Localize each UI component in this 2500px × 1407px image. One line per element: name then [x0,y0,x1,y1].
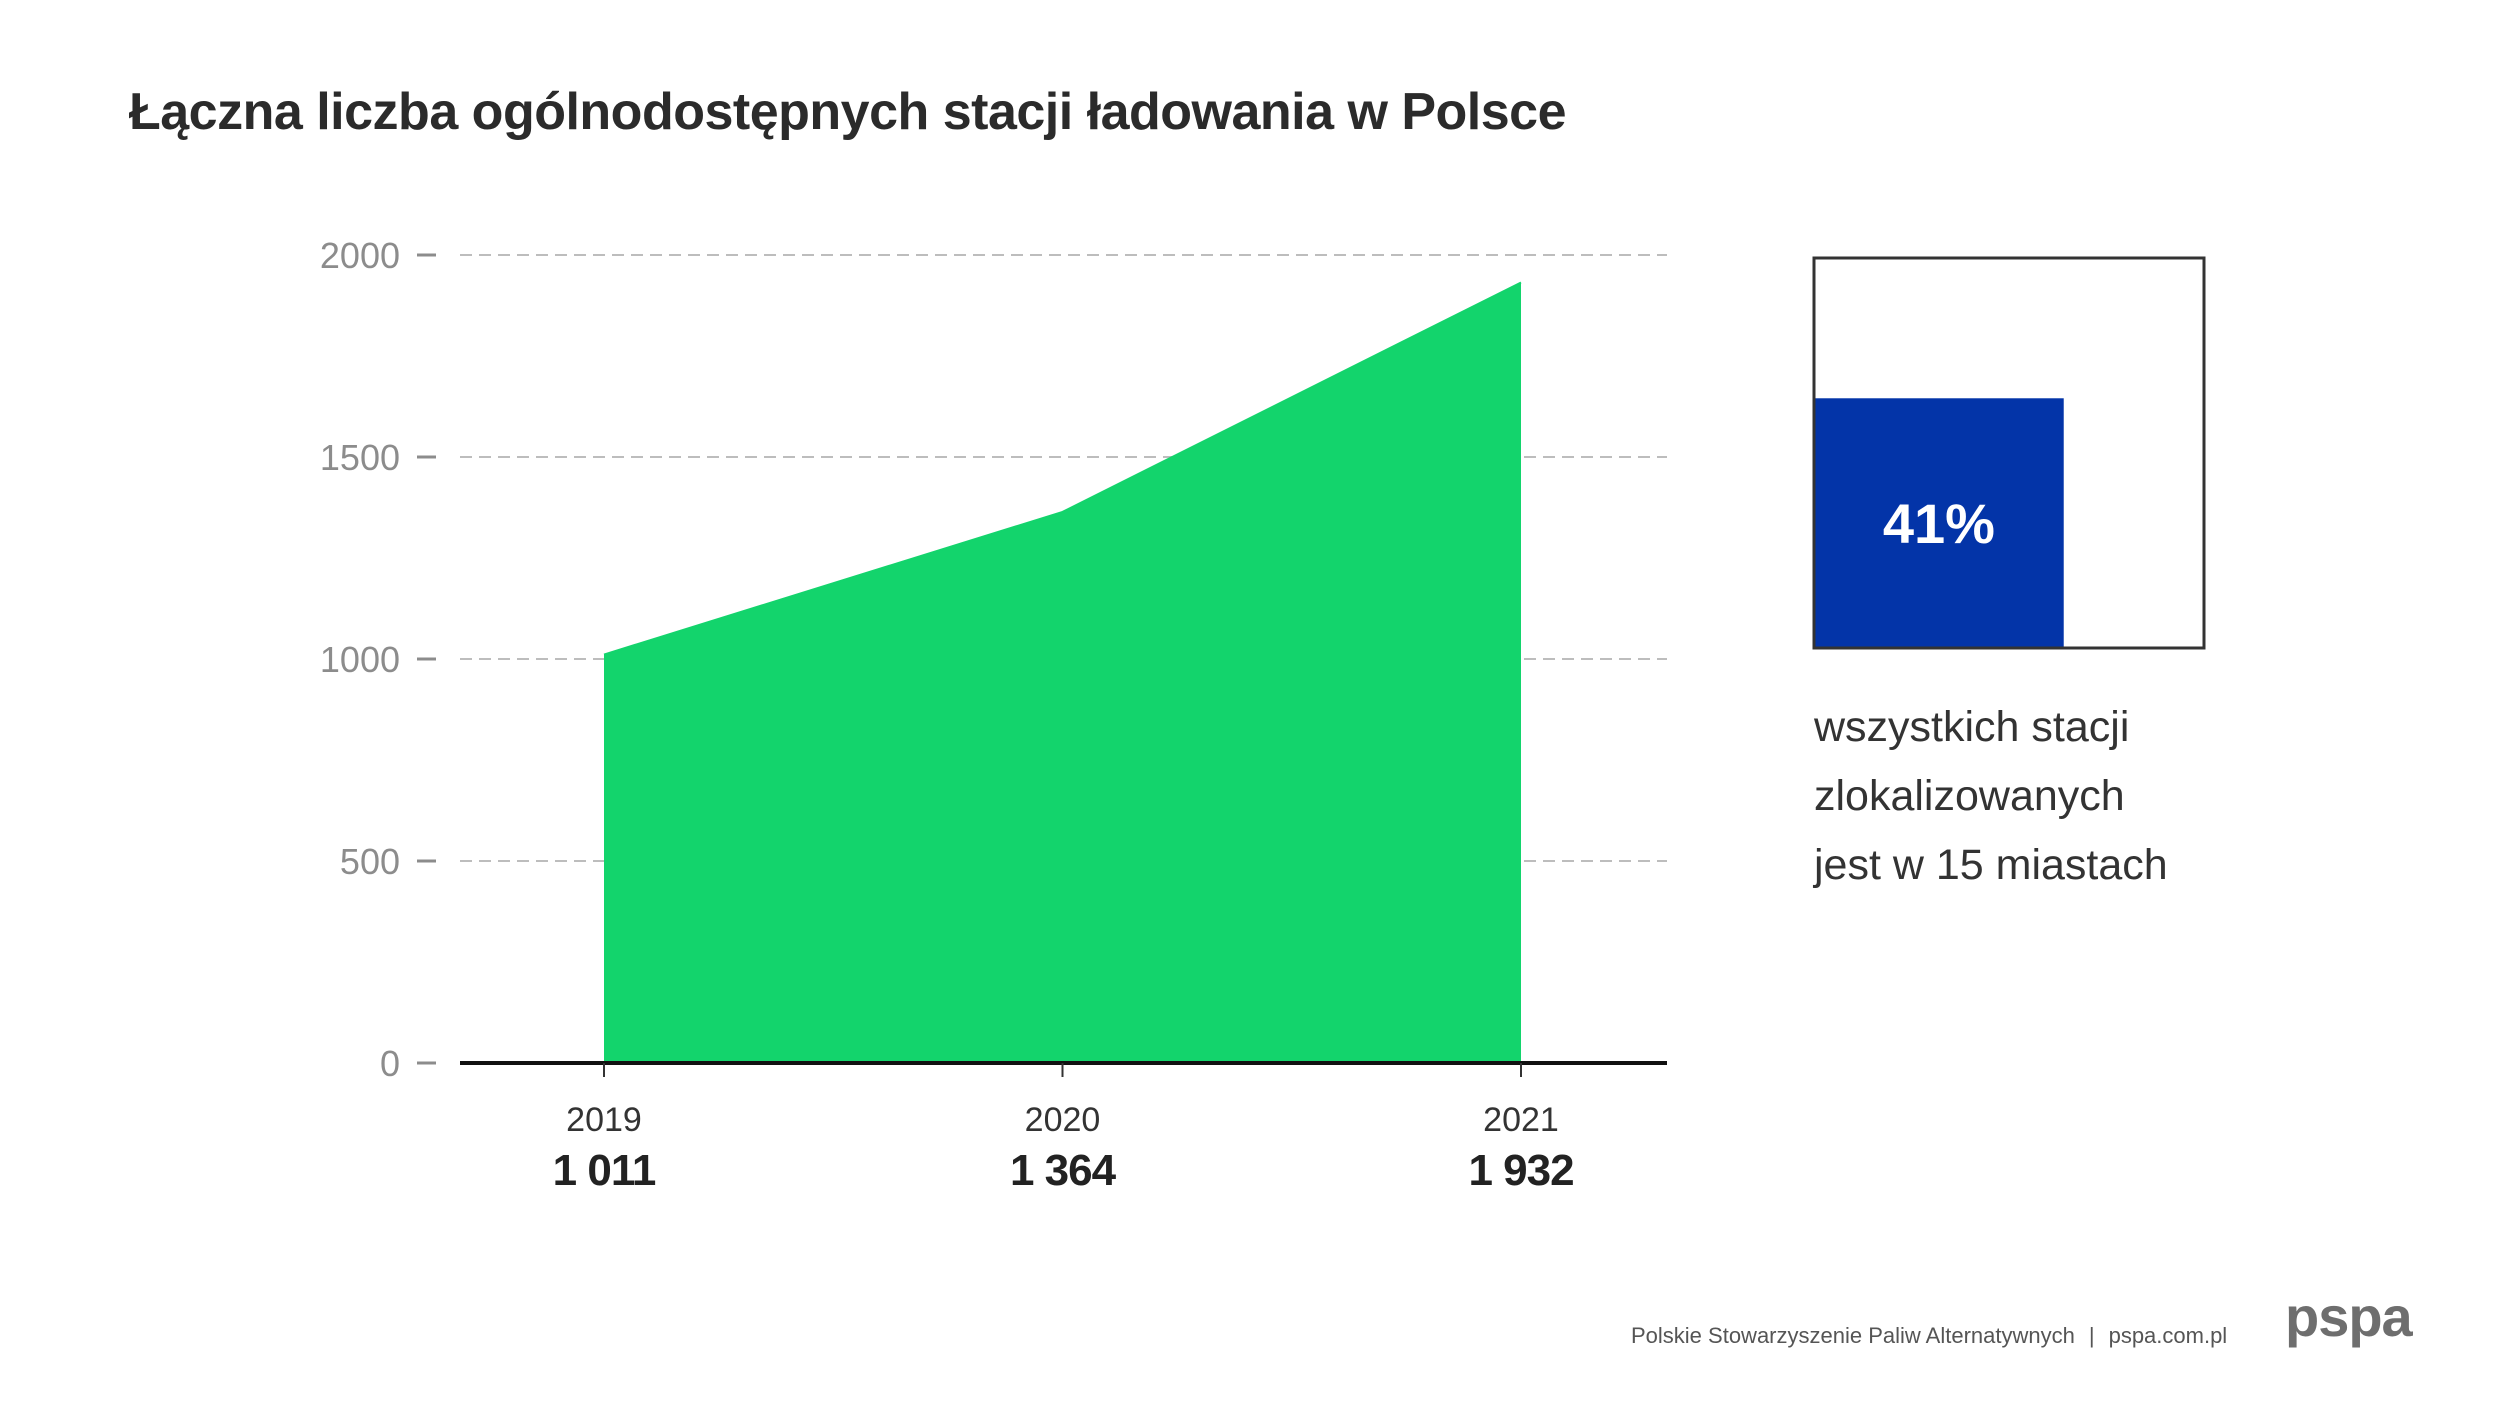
area-series [604,282,1521,1063]
y-tick-label: 1000 [320,639,400,680]
footer-separator: | [2088,1323,2095,1348]
y-tick-label: 1500 [320,437,400,478]
y-tick-label: 500 [340,841,400,882]
x-category-label: 2021 [1483,1101,1559,1139]
description-line: jest w 15 miastach [1814,841,2168,889]
x-axis: 2019 1 011 2020 1 364 2021 1 932 [460,1061,1667,1195]
chart-title: Łączna liczba ogólnodostępnych stacji ła… [129,83,1567,141]
y-tick-label: 2000 [320,235,400,276]
description-line: wszystkich stacji [1814,703,2130,751]
percent-description: wszystkich stacji zlokalizowanych jest w… [1814,693,2168,900]
percent-box: 41% [1812,256,2206,650]
series-line [603,281,1522,656]
footer: Polskie Stowarzyszenie Paliw Alternatywn… [1631,1323,2227,1349]
data-label: 1 932 [1468,1146,1573,1195]
description-line: zlokalizowanych [1814,772,2125,820]
area-series-group [603,281,1522,1063]
x-category-label: 2020 [1025,1101,1101,1139]
x-category-label: 2019 [566,1101,642,1139]
y-tick-label: 0 [380,1043,400,1084]
percent-label: 41% [1883,492,1995,555]
data-label: 1 011 [553,1146,656,1195]
footer-organization: Polskie Stowarzyszenie Paliw Alternatywn… [1631,1323,2075,1348]
pspa-logo: pspa [2285,1285,2413,1348]
footer-website-link[interactable]: pspa.com.pl [2108,1323,2228,1348]
percent-box-outline [1812,256,2206,650]
data-label: 1 364 [1010,1146,1117,1195]
y-axis: 0 500 1000 1500 2000 [320,235,436,1084]
percent-fill-square [1814,398,2064,648]
